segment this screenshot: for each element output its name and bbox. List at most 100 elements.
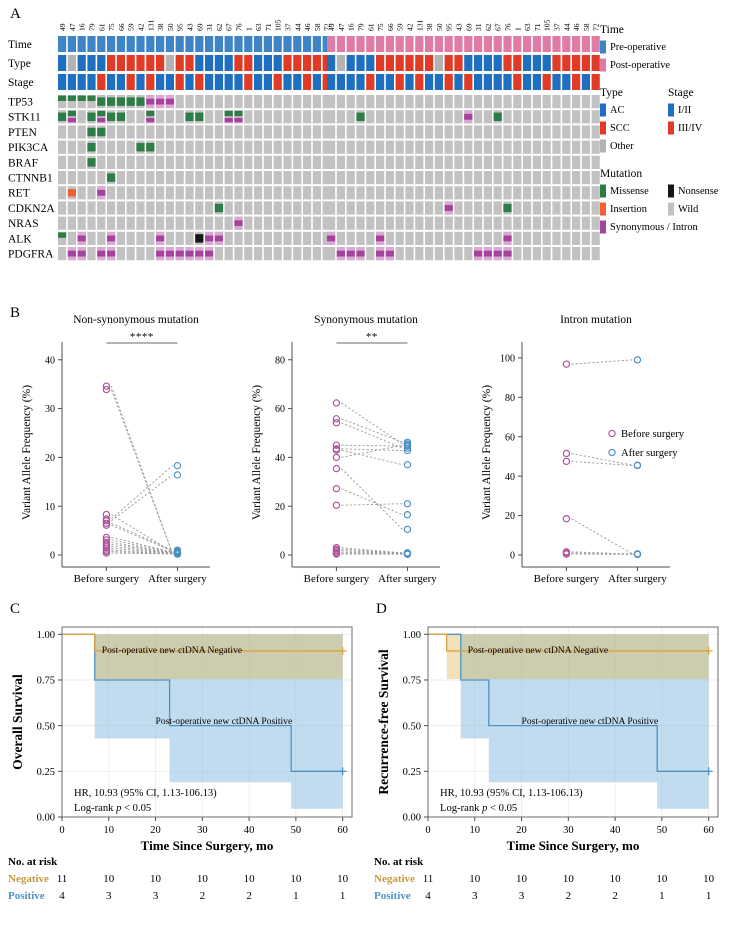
mutation-cell-wild [234, 156, 242, 169]
mutation-cell-wild [562, 156, 570, 169]
mutation-cell-wild [205, 217, 213, 230]
sample-id-label: 75 [376, 23, 385, 31]
mutation-cell-wild [445, 171, 453, 184]
mutation-cell-wild [484, 110, 492, 123]
mutation-cell-wild [366, 186, 374, 199]
type-cell [435, 55, 443, 71]
time-cell-post [533, 36, 541, 52]
mutation-cell-missense [68, 111, 76, 116]
mutation-cell-wild [533, 110, 541, 123]
mutation-cell-wild [445, 217, 453, 230]
stage-cell [176, 74, 184, 90]
mutation-cell-wild [176, 156, 184, 169]
type-cell [494, 55, 502, 71]
point-after-surgery [404, 526, 410, 532]
mutation-cell-wild [58, 171, 66, 184]
mutation-cell-synonymous [68, 251, 76, 257]
mutation-cell-wild [572, 156, 580, 169]
pair-connector [341, 419, 402, 442]
legend-stage-item-label: III/IV [678, 123, 703, 134]
mutation-cell-wild [533, 232, 541, 245]
mutation-cell-wild [552, 201, 560, 214]
mutation-cell-wild [215, 141, 223, 154]
time-cell-pre [234, 36, 242, 52]
time-cell-pre [176, 36, 184, 52]
time-cell-pre [58, 36, 66, 52]
sample-id-label: 16 [78, 23, 87, 31]
point-before-surgery [333, 454, 339, 460]
mutation-cell-wild [215, 186, 223, 199]
mutation-cell-wild [337, 201, 345, 214]
mutation-cell-wild [513, 232, 521, 245]
type-cell [327, 55, 335, 71]
mutation-cell-wild [274, 186, 282, 199]
time-cell-post [425, 36, 433, 52]
curve-label-negative: Post-operative new ctDNA Negative [468, 645, 608, 656]
sample-id-label: 59 [127, 23, 136, 31]
mutation-cell-wild [293, 201, 301, 214]
type-cell [127, 55, 135, 71]
subplot-title: Synonymous mutation [314, 314, 418, 326]
mutation-cell-wild [445, 247, 453, 260]
mutation-cell-wild [337, 186, 345, 199]
mutation-cell-wild [58, 141, 66, 154]
x-tick-label: 30 [197, 825, 208, 836]
pair-connector [341, 403, 402, 444]
stage-cell [405, 74, 413, 90]
mutation-cell-wild [176, 141, 184, 154]
sample-id-label: 1 [513, 27, 522, 31]
mutation-cell-wild [582, 141, 590, 154]
mutation-cell-wild [464, 95, 472, 108]
mutation-cell-wild [415, 232, 423, 245]
mutation-cell-wild [97, 201, 105, 214]
mutation-cell-wild [117, 186, 125, 199]
mutation-cell-wild [176, 171, 184, 184]
time-cell-pre [215, 36, 223, 52]
stage-cell [166, 74, 174, 90]
mutation-cell-wild [494, 171, 502, 184]
mutation-cell-wild [244, 156, 252, 169]
gene-row-label: PDGFRA [8, 249, 54, 261]
mutation-cell-wild [543, 217, 551, 230]
mutation-cell-wild [166, 186, 174, 199]
mutation-cell-wild [405, 186, 413, 199]
mutation-cell-synonymous [376, 235, 384, 241]
mutation-cell-wild [552, 232, 560, 245]
mutation-cell-wild [58, 125, 66, 138]
mutation-cell-wild [117, 125, 125, 138]
type-cell [592, 55, 600, 71]
mutation-cell-wild [503, 217, 511, 230]
time-cell-post [494, 36, 502, 52]
mutation-cell-wild [136, 125, 144, 138]
stage-cell [215, 74, 223, 90]
legend-mutation-item-label: Missense [610, 186, 649, 197]
mutation-cell-missense [68, 96, 76, 101]
mutation-cell-wild [543, 95, 551, 108]
mutation-cell-wild [592, 141, 600, 154]
y-tick-label: 1.00 [37, 630, 55, 641]
risk-value: 10 [703, 873, 715, 885]
stage-cell [445, 74, 453, 90]
type-cell [136, 55, 144, 71]
mutation-cell-wild [146, 186, 154, 199]
time-cell-post [386, 36, 394, 52]
mutation-cell-wild [356, 217, 364, 230]
sample-id-label: 58 [313, 23, 322, 31]
mutation-cell-synonymous [327, 235, 335, 241]
sample-id-label: 58 [582, 23, 591, 31]
mutation-cell-wild [356, 171, 364, 184]
mutation-cell-wild [234, 171, 242, 184]
mutation-cell-wild [78, 110, 86, 123]
mutation-cell-wild [313, 171, 321, 184]
time-cell-pre [107, 36, 115, 52]
sample-id-label: 69 [195, 23, 204, 31]
mutation-cell-wild [562, 95, 570, 108]
mutation-cell-wild [474, 95, 482, 108]
mutation-cell-wild [572, 232, 580, 245]
mutation-cell-wild [396, 95, 404, 108]
mutation-cell-wild [303, 95, 311, 108]
mutation-cell-wild [533, 125, 541, 138]
mutation-cell-wild [225, 217, 233, 230]
mutation-cell-wild [445, 156, 453, 169]
